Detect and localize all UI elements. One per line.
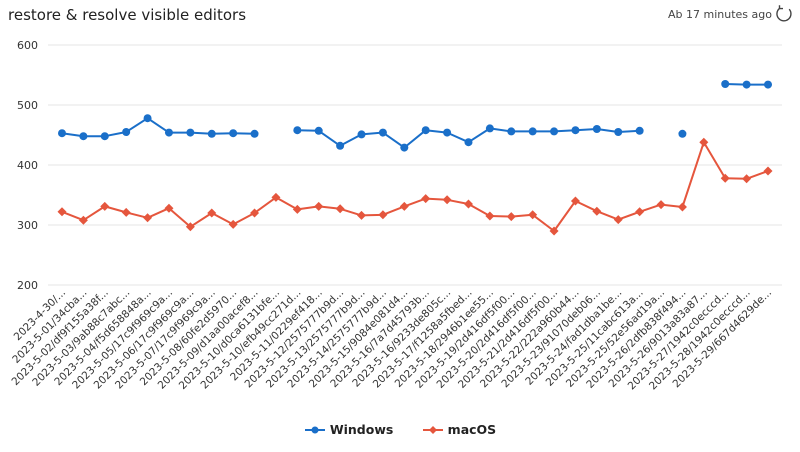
data-point-windows (464, 138, 473, 147)
data-point-macos (207, 208, 217, 218)
data-point-macos (656, 200, 666, 210)
data-point-windows (143, 114, 152, 123)
data-point-windows (357, 130, 366, 139)
data-point-windows (635, 126, 644, 135)
data-point-macos (763, 166, 773, 176)
data-point-macos (250, 208, 260, 218)
data-point-macos (463, 199, 473, 209)
data-point-macos (442, 195, 452, 205)
data-point-windows (314, 126, 323, 135)
data-point-windows (721, 80, 730, 88)
data-point-windows (614, 128, 623, 136)
data-point-windows (293, 126, 302, 135)
data-point-windows (421, 126, 430, 135)
data-point-windows (592, 125, 601, 133)
data-point-macos (271, 192, 281, 202)
data-point-macos (164, 203, 174, 213)
data-point-macos (635, 207, 645, 217)
data-point-windows (58, 129, 66, 138)
data-point-windows (571, 126, 580, 135)
data-point-macos (185, 222, 195, 232)
series-line-macos (61, 141, 769, 232)
data-point-windows (678, 129, 687, 138)
data-point-windows (164, 128, 173, 137)
data-point-macos (528, 210, 538, 220)
legend-item-macos[interactable]: macOS (422, 422, 497, 437)
legend-label-macos: macOS (447, 422, 497, 437)
data-point-macos (592, 206, 602, 216)
data-point-windows (742, 80, 751, 89)
data-point-windows (550, 127, 559, 136)
y-tick-label: 200 (17, 279, 38, 292)
data-point-macos (228, 219, 238, 229)
data-point-macos (314, 201, 324, 211)
y-tick-label: 600 (17, 39, 38, 52)
data-point-windows (400, 143, 409, 152)
data-point-macos (292, 204, 302, 214)
data-point-macos (399, 201, 409, 211)
data-point-windows (186, 128, 195, 137)
data-point-windows (250, 129, 259, 138)
data-point-macos (506, 212, 516, 222)
line-chart: 2003004005006002023-4-30/...2023-5-01/34… (10, 39, 782, 392)
data-point-windows (528, 127, 537, 136)
series-line-windows (61, 117, 255, 138)
legend-marker-macos (422, 425, 443, 434)
data-point-macos (549, 226, 559, 236)
data-point-macos (143, 213, 153, 223)
data-point-macos (677, 202, 687, 212)
chart-title: restore & resolve visible editors (8, 6, 247, 24)
refresh-icon[interactable] (774, 4, 794, 24)
data-point-macos (57, 207, 67, 217)
legend-marker-windows (304, 426, 325, 433)
chart-legend: Windows macOS (0, 422, 800, 439)
data-point-windows (207, 129, 216, 138)
data-point-windows (336, 141, 345, 150)
data-point-windows (229, 129, 238, 138)
data-point-windows (443, 128, 452, 137)
data-point-macos (78, 215, 88, 225)
data-point-macos (699, 137, 709, 147)
data-point-windows (100, 132, 109, 141)
data-point-windows (79, 132, 88, 141)
data-point-windows (485, 124, 494, 133)
y-tick-label: 400 (17, 159, 38, 172)
y-tick-label: 300 (17, 219, 38, 232)
data-point-macos (121, 207, 131, 217)
data-point-macos (378, 210, 388, 220)
data-point-macos (720, 173, 730, 183)
data-point-macos (357, 210, 367, 220)
last-updated-status: Ab 17 minutes ago (668, 8, 772, 21)
data-point-macos (100, 201, 110, 211)
y-tick-label: 500 (17, 99, 38, 112)
data-point-macos (613, 215, 623, 225)
data-point-macos (485, 211, 495, 221)
legend-item-windows[interactable]: Windows (304, 422, 394, 437)
data-point-windows (764, 80, 772, 89)
data-point-windows (122, 128, 131, 136)
data-point-macos (742, 174, 752, 184)
data-point-windows (378, 128, 387, 137)
data-point-windows (507, 127, 516, 136)
data-point-macos (421, 194, 431, 204)
data-point-macos (335, 204, 345, 214)
legend-label-windows: Windows (329, 422, 394, 437)
data-point-macos (570, 196, 580, 206)
